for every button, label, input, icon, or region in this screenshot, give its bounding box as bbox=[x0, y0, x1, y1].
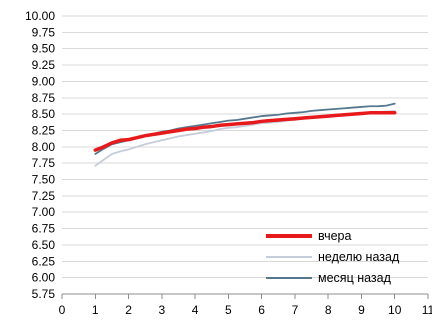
y-tick-label: 7.75 bbox=[32, 156, 56, 170]
y-tick-label: 10.00 bbox=[25, 9, 55, 23]
y-tick-label: 9.00 bbox=[32, 74, 56, 88]
x-tick-label: 11 bbox=[422, 303, 432, 317]
y-tick-label: 7.50 bbox=[32, 173, 56, 187]
y-tick-label: 6.50 bbox=[32, 238, 56, 252]
x-tick-label: 10 bbox=[388, 303, 402, 317]
y-tick-label: 8.75 bbox=[32, 91, 56, 105]
series-layer bbox=[93, 102, 397, 167]
x-tick-label: 1 bbox=[92, 303, 99, 317]
grid-layer bbox=[62, 15, 428, 279]
x-tick-label: 3 bbox=[158, 303, 165, 317]
x-tick-label: 7 bbox=[292, 303, 299, 317]
y-tick-label: 7.25 bbox=[32, 189, 56, 203]
legend-label-1: вчера bbox=[318, 229, 351, 243]
x-tick-label: 8 bbox=[325, 303, 332, 317]
y-tick-label: 7.00 bbox=[32, 205, 56, 219]
x-tick-label: 2 bbox=[125, 303, 132, 317]
x-tick-labels: 0 1 2 3 4 5 6 7 8 9 10 11 bbox=[59, 303, 432, 317]
y-tick-label: 6.25 bbox=[32, 254, 56, 268]
y-tick-label: 5.75 bbox=[32, 287, 56, 301]
y-tick-label: 8.25 bbox=[32, 123, 56, 137]
legend-label-2: неделю назад bbox=[318, 250, 400, 264]
y-tick-label: 8.50 bbox=[32, 107, 56, 121]
y-tick-label: 9.50 bbox=[32, 42, 56, 56]
x-tick-label: 4 bbox=[192, 303, 199, 317]
y-tick-label: 9.25 bbox=[32, 58, 56, 72]
x-tick-label: 9 bbox=[358, 303, 365, 317]
x-tick-label: 6 bbox=[258, 303, 265, 317]
y-tick-label: 6.75 bbox=[32, 222, 56, 236]
y-tick-labels: 5.75 6.00 6.25 6.50 6.75 7.00 7.25 7.50 7.75 8.00… bbox=[25, 9, 55, 301]
legend: вчера неделю назад месяц назад bbox=[266, 229, 400, 285]
y-tick-label: 8.00 bbox=[32, 140, 56, 154]
x-tick-label: 0 bbox=[59, 303, 66, 317]
y-tick-label: 6.00 bbox=[32, 271, 56, 285]
y-tick-label: 9.75 bbox=[32, 25, 56, 39]
x-tick-label: 5 bbox=[225, 303, 232, 317]
series-line-1 bbox=[93, 111, 397, 152]
axes-layer bbox=[61, 293, 429, 299]
legend-label-3: месяц назад bbox=[318, 271, 392, 285]
